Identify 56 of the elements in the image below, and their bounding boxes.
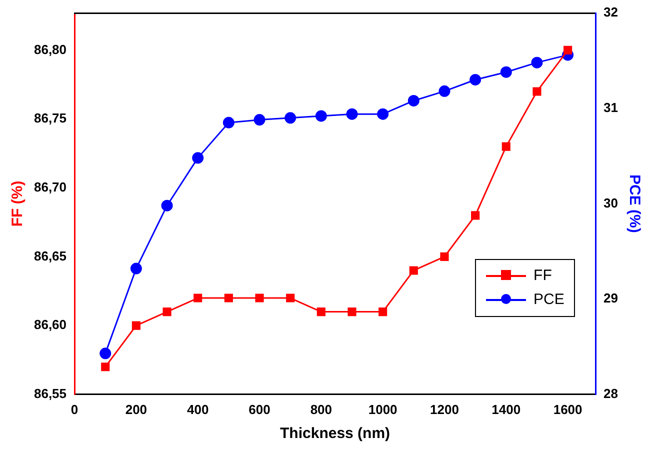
point bbox=[500, 66, 512, 78]
x-tick-label: 1400 bbox=[492, 402, 521, 417]
point bbox=[408, 94, 420, 106]
legend-label: PCE bbox=[534, 291, 564, 308]
point bbox=[440, 252, 449, 261]
point bbox=[254, 114, 266, 126]
point bbox=[316, 308, 326, 316]
point bbox=[531, 56, 543, 68]
point bbox=[315, 110, 327, 122]
y-tick-label: 86,55 bbox=[34, 386, 67, 401]
point bbox=[130, 262, 142, 274]
point bbox=[132, 321, 140, 330]
point bbox=[255, 294, 264, 302]
x-tick-label: 600 bbox=[248, 402, 270, 417]
point bbox=[224, 294, 233, 302]
point bbox=[470, 74, 482, 86]
legend-label: FF bbox=[534, 267, 552, 284]
point bbox=[286, 294, 295, 302]
point bbox=[471, 211, 480, 220]
x-tick-label: 1200 bbox=[430, 402, 459, 417]
y2-tick-label: 30 bbox=[604, 195, 618, 210]
point bbox=[284, 112, 296, 124]
point bbox=[438, 85, 450, 97]
y-tick-label: 86,80 bbox=[34, 42, 67, 57]
point bbox=[192, 152, 204, 164]
x-tick-label: 0 bbox=[70, 402, 78, 417]
y2-tick-label: 32 bbox=[604, 4, 618, 20]
x-tick-label: 400 bbox=[186, 402, 209, 417]
y-tick-label: 86,60 bbox=[34, 317, 67, 332]
y2-tick-label: 31 bbox=[604, 100, 618, 115]
y-tick-label: 86,70 bbox=[34, 179, 67, 194]
point bbox=[161, 200, 173, 212]
point bbox=[346, 108, 358, 120]
point bbox=[348, 308, 356, 316]
point bbox=[502, 142, 510, 151]
point bbox=[194, 294, 202, 302]
y-axis-title: FF (%) bbox=[9, 180, 26, 227]
point bbox=[222, 116, 234, 128]
point bbox=[532, 87, 542, 96]
x-tick-label: 800 bbox=[310, 402, 332, 417]
point bbox=[378, 308, 388, 316]
point bbox=[101, 362, 110, 372]
x-tick-label: 1600 bbox=[553, 402, 582, 417]
y2-tick-label: 29 bbox=[604, 290, 618, 306]
y-tick-label: 86,75 bbox=[34, 110, 67, 126]
point bbox=[409, 266, 418, 275]
point bbox=[377, 108, 389, 120]
y-tick-label: 86,65 bbox=[34, 248, 67, 264]
y2-tick-label: 28 bbox=[604, 386, 618, 401]
point bbox=[100, 348, 112, 360]
x-tick-label: 1000 bbox=[368, 402, 398, 417]
point bbox=[564, 46, 572, 54]
x-tick-label: 200 bbox=[125, 402, 148, 417]
y2-axis-title: PCE (%) bbox=[626, 174, 643, 233]
x-axis-title: Thickness (nm) bbox=[280, 425, 390, 442]
point bbox=[162, 308, 172, 316]
